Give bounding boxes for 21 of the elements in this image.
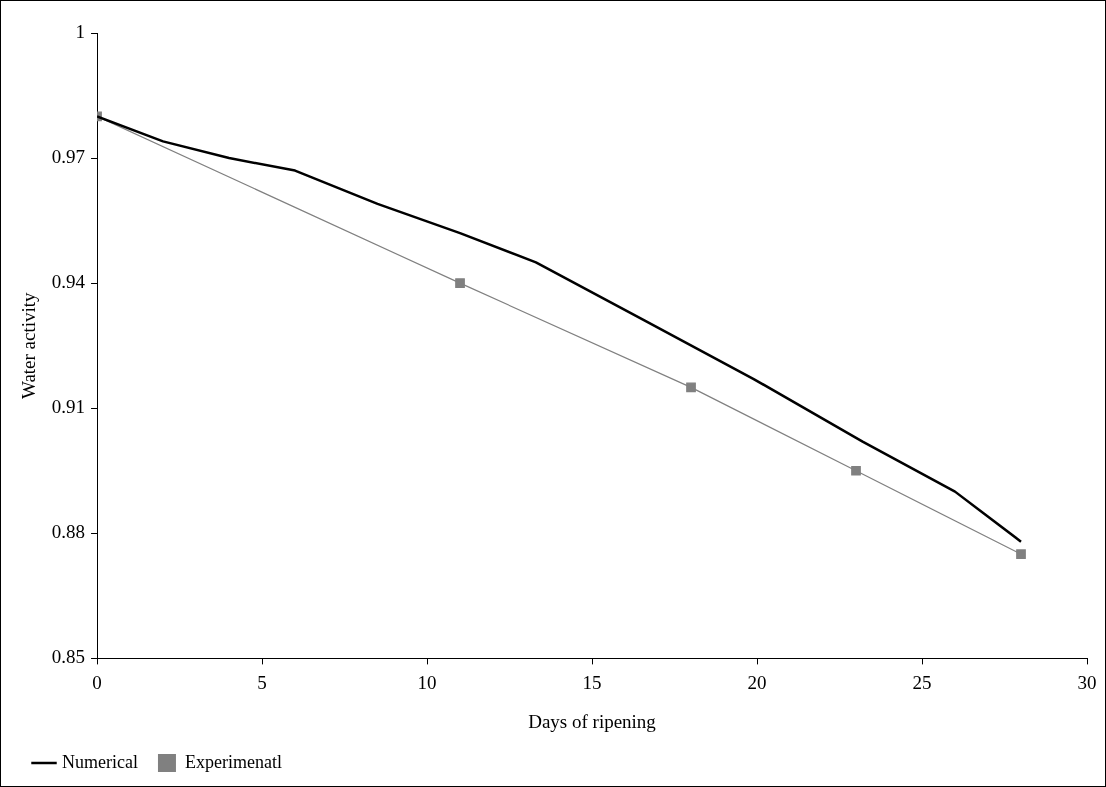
y-tick-label: 0.97 xyxy=(51,146,86,168)
x-tick-label: 5 xyxy=(257,671,267,693)
x-tick-label: 10 xyxy=(417,671,437,693)
y-tick-label: 0.88 xyxy=(51,521,86,543)
x-tick-label: 30 xyxy=(1077,671,1097,693)
point xyxy=(1016,549,1026,560)
x-tick-label: 20 xyxy=(747,671,767,693)
legend-label: Numerical xyxy=(62,751,138,772)
x-axis-title: Days of ripening xyxy=(528,710,657,732)
x-tick-label: 15 xyxy=(582,671,602,693)
point xyxy=(851,465,861,476)
y-tick-label: 0.94 xyxy=(51,271,86,293)
x-tick-label: 25 xyxy=(912,671,932,693)
legend-label: Experimenatl xyxy=(184,751,282,772)
y-tick-label: 0.91 xyxy=(51,396,86,418)
point xyxy=(455,278,465,288)
y-tick-label: 0.85 xyxy=(51,646,86,668)
x-tick-label: 0 xyxy=(92,671,102,693)
y-tick-label: 1 xyxy=(75,20,86,42)
point xyxy=(686,382,696,393)
y-axis-title: Water activity xyxy=(18,291,40,400)
